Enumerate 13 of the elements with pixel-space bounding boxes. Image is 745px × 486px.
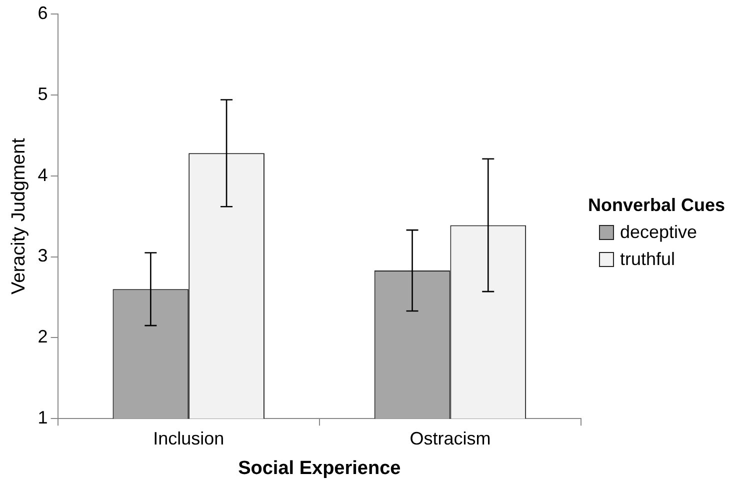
- y-tick-label: 3: [38, 246, 48, 266]
- legend-label: deceptive: [620, 222, 698, 243]
- y-tick-label: 6: [38, 2, 48, 23]
- x-tick-label: Inclusion: [153, 428, 224, 448]
- x-axis-title: Social Experience: [238, 458, 401, 479]
- y-tick-label: 1: [38, 408, 48, 428]
- legend-label: truthful: [620, 249, 676, 270]
- legend-title: Nonverbal Cues: [588, 195, 726, 216]
- y-tick-label: 5: [38, 84, 48, 104]
- y-tick-label: 4: [38, 164, 48, 185]
- y-axis-title: Veracity Judgment: [8, 137, 30, 294]
- x-tick-label: Ostracism: [410, 428, 491, 448]
- y-tick-label: 2: [38, 326, 48, 347]
